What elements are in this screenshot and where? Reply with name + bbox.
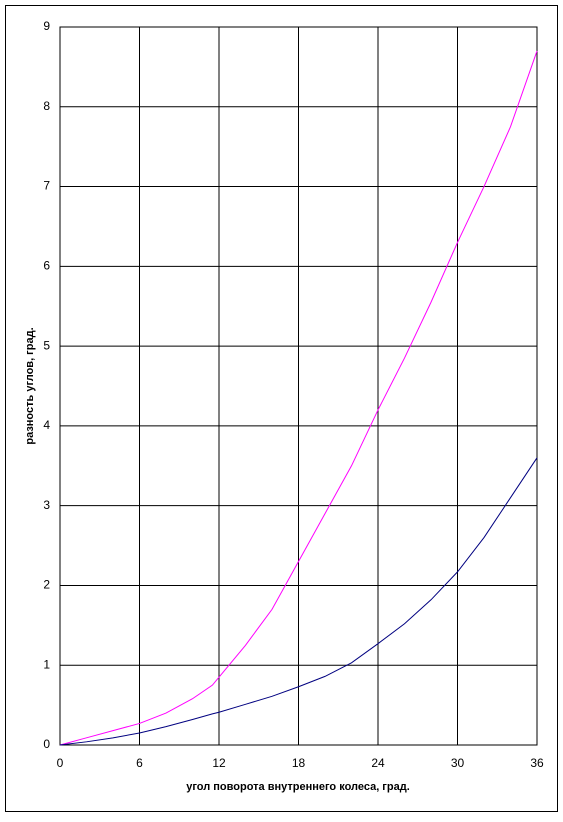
y-tick-label: 1	[43, 657, 50, 671]
chart-frame	[5, 5, 558, 812]
x-tick-label: 18	[292, 756, 306, 770]
x-tick-label: 36	[530, 756, 544, 770]
x-tick-label: 24	[371, 756, 385, 770]
y-axis-label: разность углов, град.	[24, 327, 36, 444]
x-tick-label: 6	[136, 756, 143, 770]
y-tick-label: 7	[43, 179, 50, 193]
y-tick-label: 9	[43, 19, 50, 33]
x-tick-label: 30	[451, 756, 465, 770]
x-tick-label: 0	[57, 756, 64, 770]
y-tick-label: 0	[43, 737, 50, 751]
y-tick-label: 8	[43, 99, 50, 113]
y-tick-label: 4	[43, 418, 50, 432]
x-axis-label: угол поворота внутреннего колеса, град.	[186, 781, 410, 793]
x-tick-label: 12	[212, 756, 226, 770]
series-line	[59, 50, 538, 746]
series-line	[59, 457, 538, 746]
y-tick-label: 6	[43, 259, 50, 273]
plot-area	[59, 26, 538, 746]
y-tick-label: 2	[43, 578, 50, 592]
y-tick-label: 5	[43, 338, 50, 352]
y-tick-label: 3	[43, 498, 50, 512]
